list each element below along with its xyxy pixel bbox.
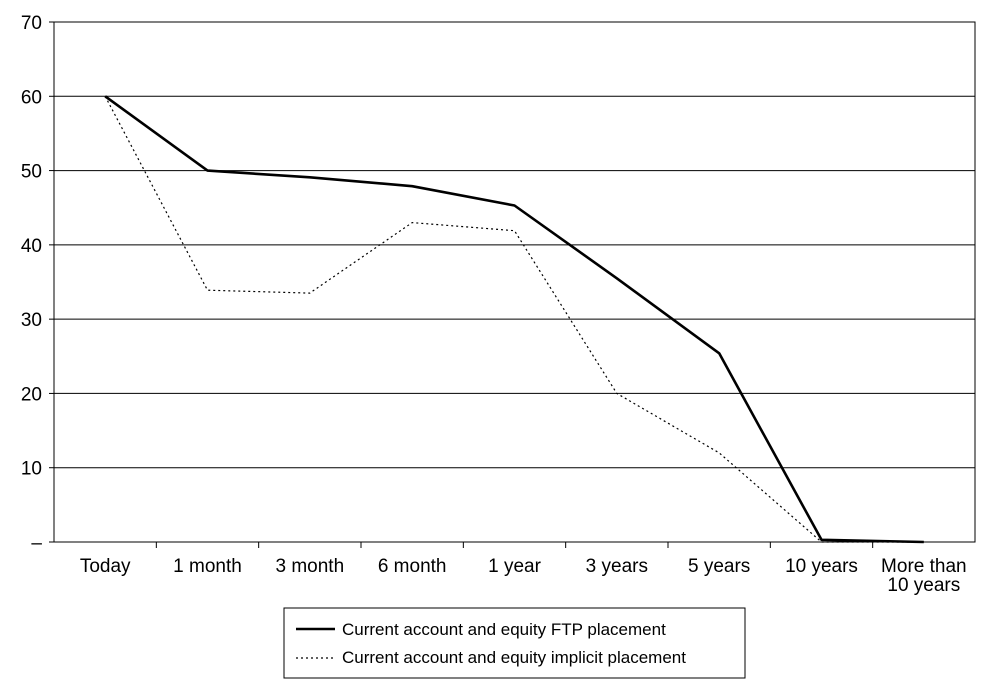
x-tick-label-line: 6 month [378, 556, 447, 577]
y-tick-label: 40 [21, 236, 42, 257]
x-tick-label-line: 1 month [173, 556, 242, 577]
x-tick-label-line: 10 years [785, 556, 858, 577]
x-tick-label-line: 10 years [887, 575, 960, 596]
plot-area-frame [53, 21, 976, 543]
legend-label-ftp-placement: Current account and equity FTP placement [342, 620, 666, 639]
x-tick-label-line: 3 years [586, 556, 648, 577]
x-axis-ticks: Today 1 month 3 month 6 month 1 year 3 years 5… [80, 542, 967, 596]
y-tick-label: 70 [21, 13, 42, 34]
x-tick-label: Today [80, 556, 131, 577]
legend-box [283, 607, 746, 679]
y-tick-label: 50 [21, 162, 42, 183]
y-tick-label: 60 [21, 87, 42, 108]
series-line-ftp-placement [104, 95, 924, 544]
series-lines [104, 95, 924, 544]
x-tick-label: 1 month [173, 556, 242, 577]
y-tick-label: 20 [21, 384, 42, 405]
y-tick-label: 30 [21, 310, 42, 331]
x-tick-label: 3 years [586, 556, 648, 577]
y-axis-ticks: – 10 20 30 40 50 60 70 [21, 13, 54, 554]
x-tick-label-line: More than [881, 556, 967, 577]
x-tick-label: 5 years [688, 556, 750, 577]
y-tick-label: – [31, 533, 42, 554]
x-tick-label-line: Today [80, 556, 131, 577]
x-tick-label-line: 1 year [488, 556, 541, 577]
x-tick-label: More than 10 years [881, 556, 967, 596]
legend: Current account and equity FTP placement… [283, 607, 746, 679]
x-tick-label-line: 3 month [276, 556, 345, 577]
x-tick-label-line: 5 years [688, 556, 750, 577]
x-tick-label: 3 month [276, 556, 345, 577]
legend-label-implicit-placement: Current account and equity implicit plac… [342, 648, 686, 667]
y-tick-label: 10 [21, 459, 42, 480]
x-tick-label: 1 year [488, 556, 541, 577]
x-tick-label: 6 month [378, 556, 447, 577]
x-tick-label: 10 years [785, 556, 858, 577]
gridlines [54, 95, 975, 469]
